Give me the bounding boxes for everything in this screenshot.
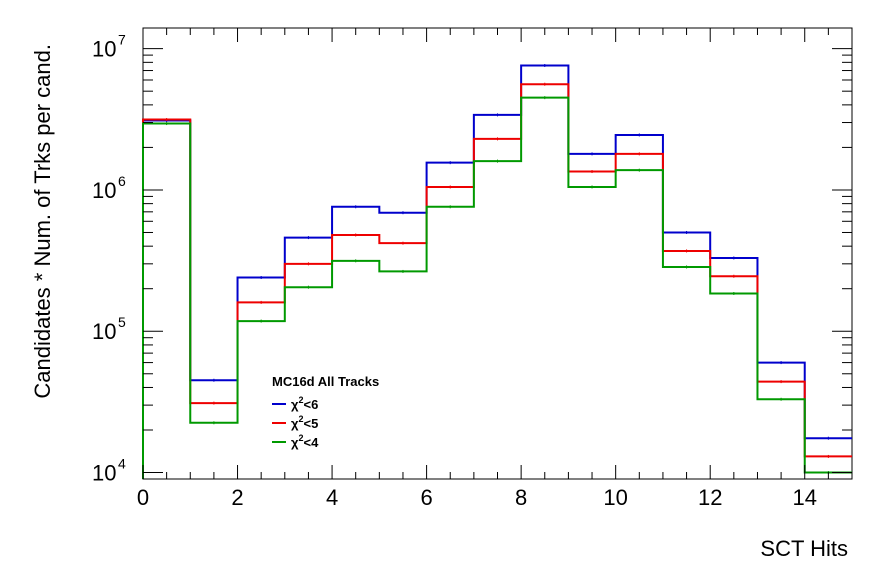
legend-entry: χ2<4 [291,433,319,450]
legend: MC16d All Tracks χ2<6 χ2<5 χ2<4 [272,374,379,450]
series-line [142,96,852,479]
y-tick-exponent: 5 [118,314,126,330]
series-3 [142,96,852,479]
y-tick-label: 10 [92,37,116,62]
y-tick-exponent: 4 [118,456,126,472]
x-tick-label: 0 [137,485,149,510]
x-tick-label: 4 [326,485,338,510]
y-tick-label: 10 [92,461,116,486]
y-tick-exponent: 6 [118,173,126,189]
x-tick-label: 14 [792,485,816,510]
y-tick-label: 10 [92,178,116,203]
x-tick-label: 8 [515,485,527,510]
legend-entry: χ2<6 [291,395,318,412]
legend-title: MC16d All Tracks [272,374,379,389]
y-tick-exponent: 7 [118,32,126,48]
series-layer [142,63,852,479]
series-line [142,64,852,479]
x-tick-label: 2 [231,485,243,510]
x-tick-label: 6 [420,485,432,510]
series-line [142,83,852,479]
plot-frame [142,27,853,480]
y-tick-label: 10 [92,319,116,344]
x-tick-label: 12 [698,485,722,510]
x-axis: 0 2 4 6 8 10 12 14 [137,28,853,510]
x-tick-label: 10 [603,485,627,510]
series-1 [142,63,852,479]
legend-entry: χ2<5 [291,414,318,431]
y-axis-label: Candidates * Num. of Trks per cand. [30,44,55,399]
series-2 [142,82,852,479]
x-axis-label: SCT Hits [760,536,848,561]
